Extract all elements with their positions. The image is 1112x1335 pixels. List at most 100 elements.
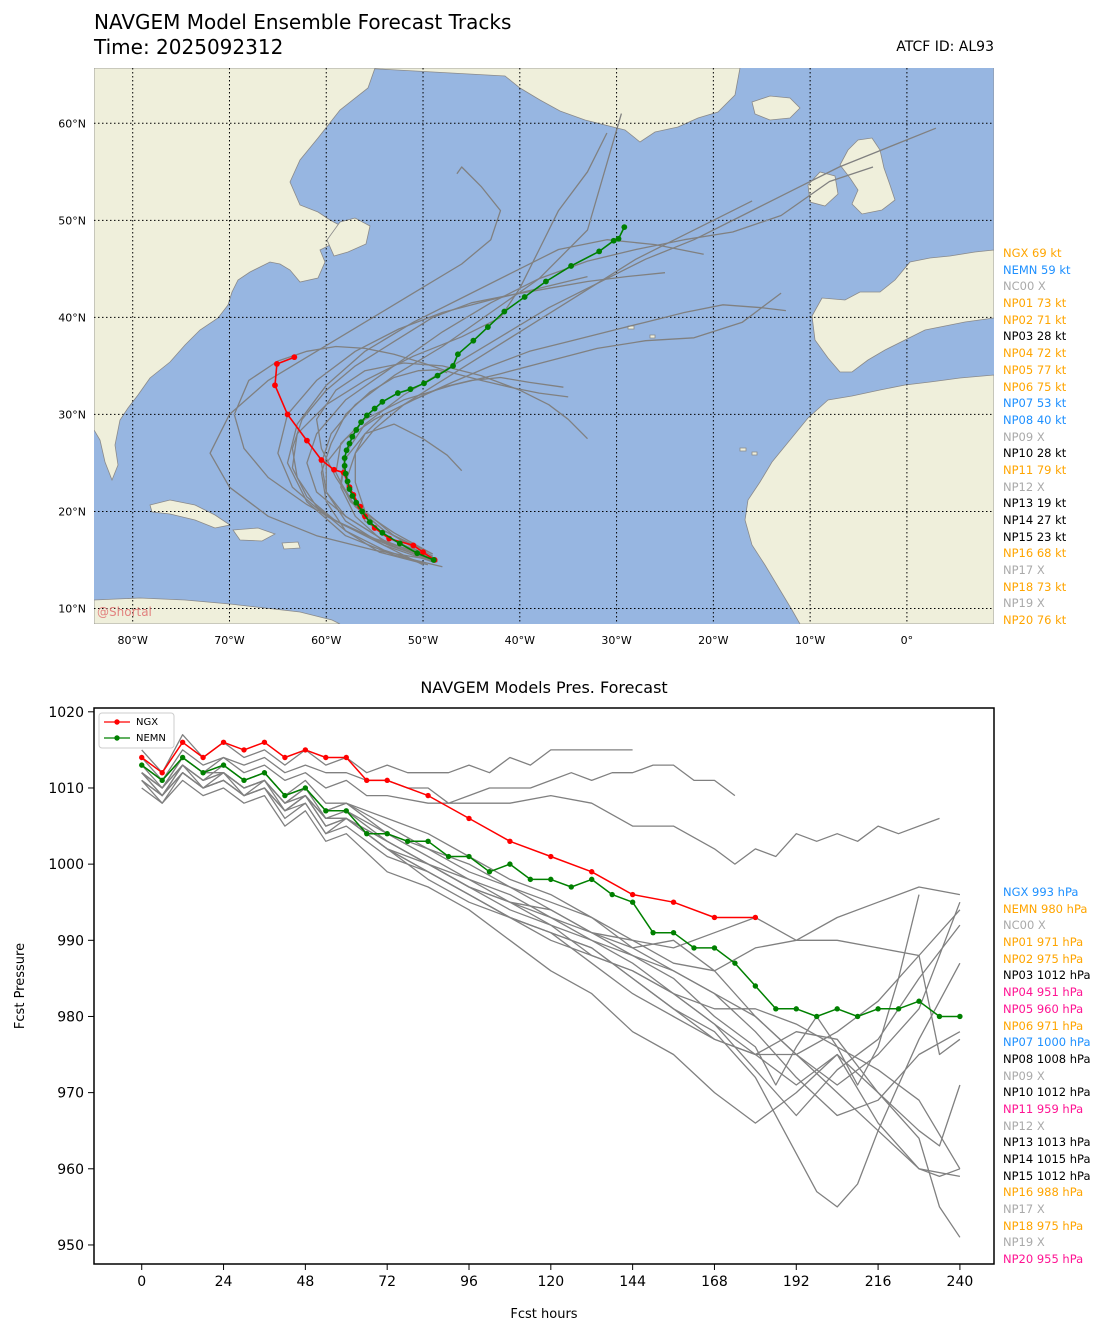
track-nemn-point xyxy=(344,478,351,485)
pressure-legend-item: NP11 959 hPa xyxy=(1003,1101,1084,1116)
track-nemn-point xyxy=(343,447,350,454)
pressure-line-ensemble-member xyxy=(141,779,961,1147)
pressure-line-ngx-point xyxy=(159,770,165,776)
land-hispaniola xyxy=(232,527,276,542)
track-ngx-point xyxy=(272,382,278,389)
pressure-line-ngx-point xyxy=(139,754,145,761)
pressure-legend-item: NEMN 980 hPa xyxy=(1003,901,1088,916)
pressure-line-ngx-point xyxy=(548,853,554,860)
map-tick-labels: 80°W 70°W 60°W 50°W 40°W 30°W 20°W 10°W 0° 60°N 50… xyxy=(58,117,913,647)
y-tick-label: 960 xyxy=(57,1162,84,1178)
y-tick-label: 950 xyxy=(57,1238,84,1254)
track-ensemble-member xyxy=(291,132,608,566)
pressure-line-ngx-point xyxy=(323,754,329,761)
pressure-legend-item: NP07 1000 hPa xyxy=(1003,1035,1091,1050)
pressure-line-ngx-point xyxy=(343,754,349,761)
legend-ngx-marker xyxy=(114,719,120,725)
track-nemn-point xyxy=(501,308,508,315)
pressure-line-nemn-point xyxy=(814,1013,820,1020)
track-legend-item: NP13 19 kt xyxy=(1003,496,1067,511)
pressure-legend-item: NGX 993 hPa xyxy=(1003,885,1079,899)
pressure-line-ngx-point xyxy=(384,777,390,784)
land-britain xyxy=(839,137,896,215)
pressure-line-nemn-point xyxy=(691,945,697,951)
pressure-line-nemn-point xyxy=(507,861,513,867)
pressure-plot-frame xyxy=(93,707,995,1265)
land-iceland xyxy=(751,95,801,121)
track-nemn-point xyxy=(346,440,353,447)
track-nemn-point xyxy=(568,263,574,269)
pressure-line-nemn-point xyxy=(282,792,288,799)
map-gridlines xyxy=(94,68,994,624)
y-tick-label: 1020 xyxy=(48,705,84,721)
pressure-ticks: 0 24 48 72 96 120 144 168 192 216 240 950 960 970 980 9… xyxy=(48,705,973,1290)
track-nemn-point xyxy=(596,248,603,255)
pressure-line-nemn-point xyxy=(200,770,206,776)
pressure-legend-item: NP03 1012 hPa xyxy=(1003,968,1091,983)
pressure-line-nemn-point xyxy=(568,884,574,890)
pressure-line-nemn-point xyxy=(364,830,370,837)
track-ensemble-member xyxy=(340,423,463,562)
track-nemn-point xyxy=(341,455,348,461)
track-nemn-point xyxy=(349,433,356,440)
y-tick-label: 1010 xyxy=(48,781,84,797)
track-nemn-point xyxy=(610,237,617,244)
pressure-chart: NAVGEM Models Pres. Forecast 0 24 48 72 96 12… xyxy=(13,678,995,1322)
track-legend-item: NP01 73 kt xyxy=(1003,296,1067,311)
pressure-line-nemn-point xyxy=(343,808,349,814)
track-nemn-point xyxy=(396,540,403,547)
pressure-line-ngx-point xyxy=(507,838,513,844)
pressure-line-nemn-point xyxy=(650,929,656,936)
track-nemn-point xyxy=(364,412,370,419)
chart-title: NAVGEM Model Ensemble Forecast Tracks xyxy=(94,10,512,34)
pressure-legend-item: NP12 X xyxy=(1003,1118,1045,1133)
land-cuba xyxy=(149,499,232,529)
track-legend-item: NP14 27 kt xyxy=(1003,513,1067,527)
track-ensemble-member xyxy=(354,376,564,561)
pressure-line-ensemble-member xyxy=(141,772,961,1178)
pressure-line-ngx-point xyxy=(282,754,288,761)
track-ngx-point xyxy=(284,411,291,418)
pressure-line-ensemble-member xyxy=(141,756,940,865)
pressure-line-nemn-point xyxy=(486,869,493,875)
track-nemn-point xyxy=(470,337,477,344)
track-ngx-point xyxy=(291,354,298,361)
land-europe xyxy=(811,68,994,373)
lat-tick-label: 30°N xyxy=(58,408,86,421)
track-legend-item: NP16 68 kt xyxy=(1003,546,1067,561)
track-nemn-point xyxy=(341,462,348,469)
track-nemn-point xyxy=(379,529,386,536)
pressure-legend-item: NP04 951 hPa xyxy=(1003,985,1084,1000)
pressure-line-nemn-point xyxy=(916,998,922,1004)
atcf-id: ATCF ID: AL93 xyxy=(896,39,994,55)
pressure-line-nemn-point xyxy=(404,838,411,844)
track-ensemble-member xyxy=(306,166,874,560)
y-axis-label: Fcst Pressure xyxy=(13,943,28,1029)
y-tick-label: 1000 xyxy=(48,857,84,873)
track-nemn-point xyxy=(349,493,356,499)
pressure-legend-item: NP18 975 hPa xyxy=(1003,1218,1084,1233)
track-nemn-point xyxy=(359,508,365,515)
track-nemn-point xyxy=(353,427,360,433)
track-nemn-point xyxy=(621,224,628,231)
pressure-line-nemn-point xyxy=(609,891,615,898)
track-legend-item: NP09 X xyxy=(1003,429,1045,444)
pressure-value-legend: NGX 993 hPa NEMN 980 hPa NC00 X NP01 971 hP… xyxy=(1003,884,1091,1268)
track-nemn-point xyxy=(379,398,386,405)
track-intensity-legend: NGX 69 kt NEMN 59 kt NC00 X NP01 73 kt NP02 … xyxy=(1003,245,1071,629)
track-legend-item: NP03 28 kt xyxy=(1003,329,1067,344)
track-ngx-point xyxy=(274,361,280,367)
land-africa xyxy=(744,374,994,624)
pressure-line-nemn-point xyxy=(936,1013,943,1020)
track-ensemble-member xyxy=(209,166,502,561)
pressure-line-ngx-point xyxy=(241,747,247,753)
pressure-line-nemn-point xyxy=(957,1013,963,1020)
track-ngx-point xyxy=(420,549,426,556)
y-tick-label: 980 xyxy=(57,1009,84,1025)
track-nemn-point xyxy=(421,380,427,387)
track-legend-item: NC00 X xyxy=(1003,279,1046,294)
pressure-line-nemn-point xyxy=(302,785,309,791)
track-nemn-point xyxy=(353,499,360,506)
pressure-legend-item: NP17 X xyxy=(1003,1202,1045,1217)
track-ngx-point xyxy=(318,457,325,463)
